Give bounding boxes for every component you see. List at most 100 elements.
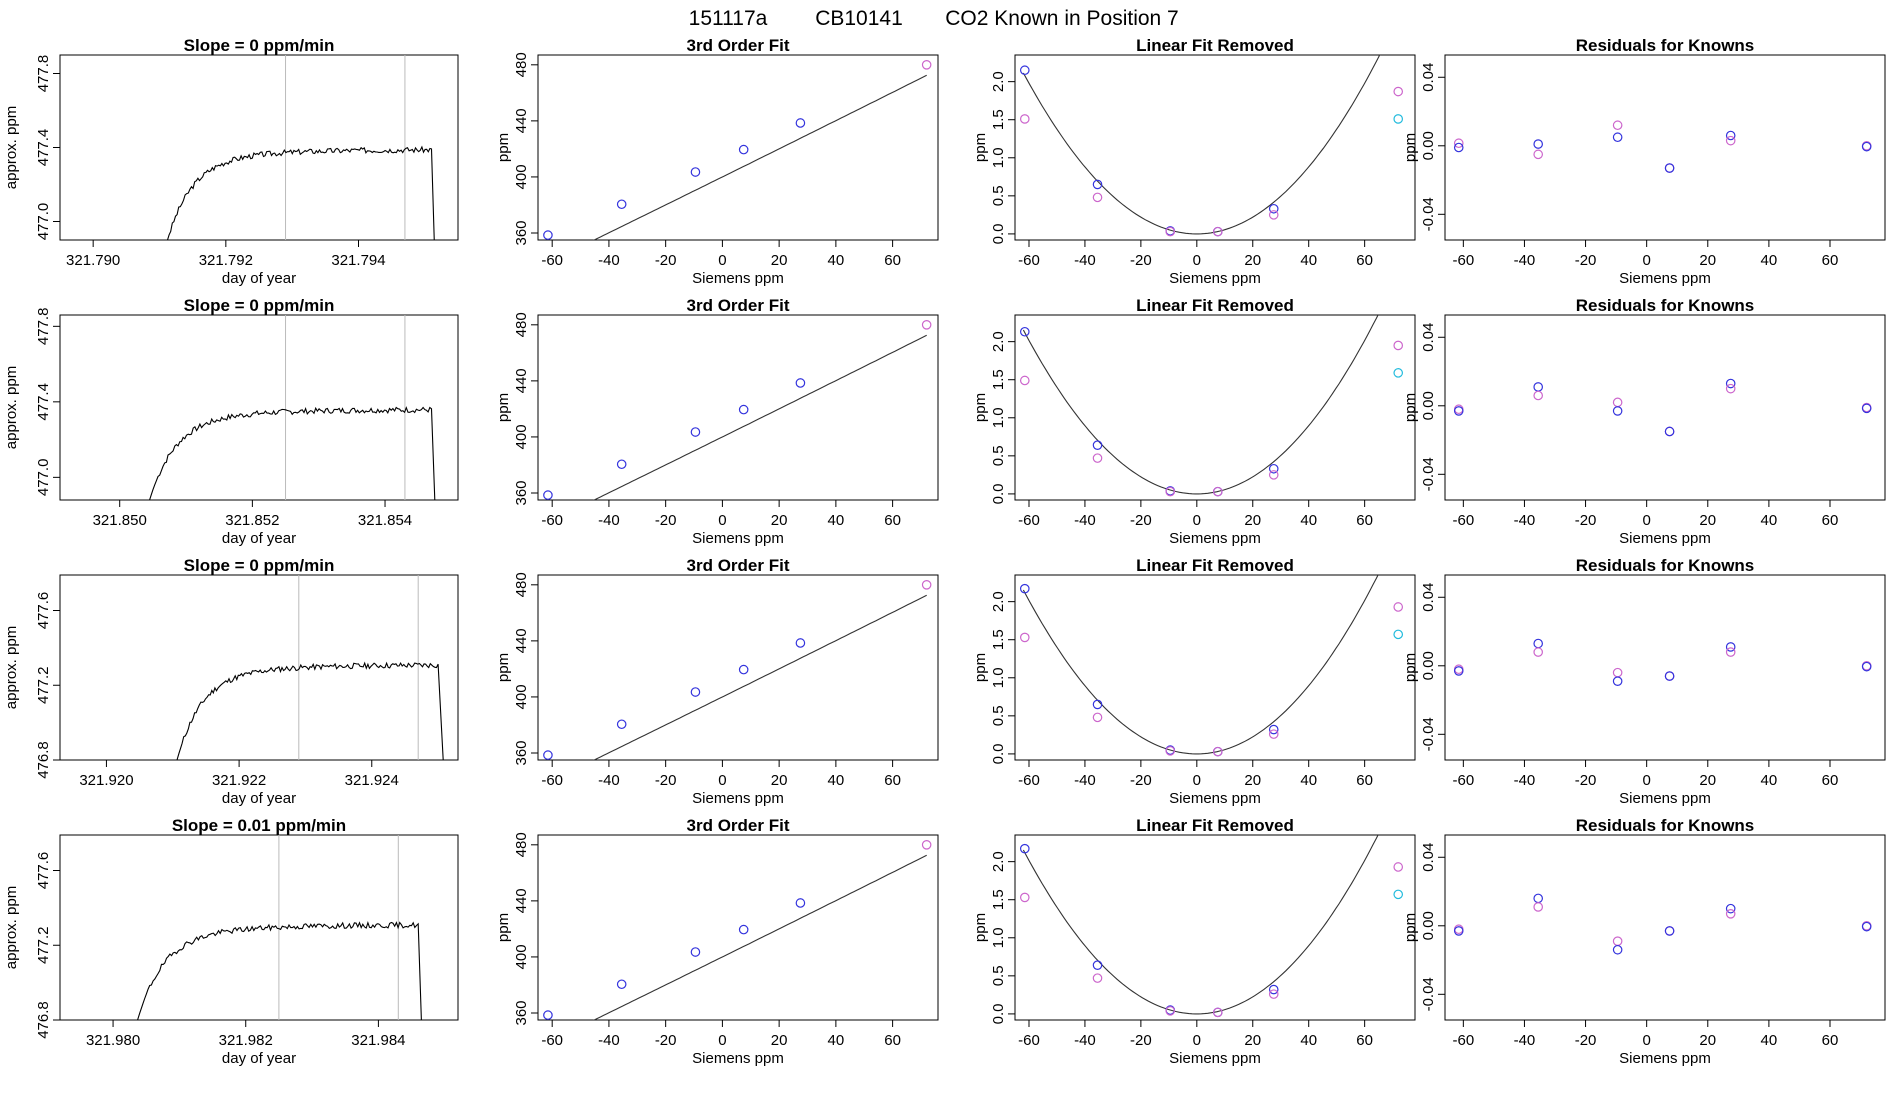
x-tick-label: -40 bbox=[1074, 1032, 1096, 1049]
data-point bbox=[543, 750, 553, 760]
x-axis-label: Siemens ppm bbox=[1169, 790, 1261, 807]
x-axis-label: Siemens ppm bbox=[1169, 530, 1261, 547]
panel-fit3-row3: 3rd Order Fit -60 -40 -20 0 20 40 60 Siemens ppm… bbox=[495, 556, 939, 807]
data-point bbox=[795, 118, 806, 128]
plot-area bbox=[592, 594, 927, 760]
x-tick-label: 40 bbox=[1300, 1032, 1317, 1049]
x-axis-label: day of year bbox=[222, 790, 296, 807]
data-point bbox=[1533, 149, 1543, 160]
y-tick-label: 400 bbox=[513, 944, 530, 969]
data-point bbox=[738, 924, 749, 935]
y-tick-label: 477.6 bbox=[35, 592, 52, 630]
y-tick-label: 0.04 bbox=[1420, 843, 1437, 872]
y-tick-label: 477.6 bbox=[35, 852, 52, 890]
x-tick-label: -60 bbox=[1452, 252, 1474, 269]
data-point bbox=[1092, 440, 1103, 450]
data-point bbox=[1393, 340, 1404, 351]
x-tick-label: -20 bbox=[655, 772, 677, 789]
data-point bbox=[1861, 921, 1872, 932]
y-axis-label: approx. ppm bbox=[3, 106, 20, 189]
panel-title: 3rd Order Fit bbox=[687, 36, 790, 55]
panel-title: 3rd Order Fit bbox=[687, 556, 790, 575]
y-axis-label: approx. ppm bbox=[3, 626, 20, 709]
x-tick-label: 20 bbox=[771, 772, 788, 789]
x-tick-label: -40 bbox=[598, 512, 620, 529]
x-tick-label: 321.984 bbox=[351, 1032, 405, 1049]
data-point bbox=[1453, 666, 1464, 676]
x-tick-label: 40 bbox=[1761, 1032, 1778, 1049]
plot-area bbox=[1022, 315, 1379, 495]
x-tick-label: 40 bbox=[1761, 252, 1778, 269]
panel-title: Slope = 0 ppm/min bbox=[184, 296, 335, 315]
x-tick-label: 321.980 bbox=[86, 1032, 140, 1049]
plot-frame bbox=[1444, 834, 1886, 1021]
data-point bbox=[1533, 390, 1543, 401]
panel-grid: Slope = 0 ppm/min 321.790 321.792 321.794 da… bbox=[3, 36, 1886, 1067]
plot-area bbox=[176, 575, 444, 760]
x-tick-label: -60 bbox=[1018, 772, 1040, 789]
plot-frame bbox=[59, 54, 459, 241]
x-tick-label: -40 bbox=[1514, 512, 1536, 529]
data-point bbox=[1393, 602, 1404, 612]
data-point bbox=[1165, 746, 1176, 756]
y-tick-label: 477.2 bbox=[35, 666, 52, 704]
x-tick-label: 60 bbox=[1822, 772, 1839, 789]
plot-frame bbox=[1444, 314, 1886, 501]
x-tick-label: 0 bbox=[1193, 1032, 1201, 1049]
x-axis-label: Siemens ppm bbox=[692, 1050, 784, 1067]
panel-linrem-row1: Linear Fit Removed -60 -40 -20 0 20 40 60 Siemen… bbox=[972, 36, 1416, 287]
data-point bbox=[921, 60, 932, 70]
panel-title: Residuals for Knowns bbox=[1576, 816, 1755, 835]
data-point bbox=[1453, 406, 1464, 416]
data-point bbox=[1612, 936, 1623, 947]
x-tick-label: 321.920 bbox=[79, 772, 133, 789]
data-point bbox=[1019, 892, 1030, 903]
x-tick-label: 60 bbox=[1822, 512, 1839, 529]
y-tick-label: -0.04 bbox=[1420, 457, 1437, 491]
y-tick-label: 400 bbox=[513, 424, 530, 449]
x-tick-label: 0 bbox=[718, 772, 726, 789]
panel-title: Residuals for Knowns bbox=[1576, 296, 1755, 315]
panel-resid-row2: Residuals for Knowns -60 -40 -20 0 20 40 60 Siem… bbox=[1402, 296, 1886, 547]
y-tick-label: 0.00 bbox=[1420, 131, 1437, 160]
x-axis-label: day of year bbox=[222, 1050, 296, 1067]
y-axis-label: approx. ppm bbox=[3, 886, 20, 969]
x-tick-label: 0 bbox=[1193, 512, 1201, 529]
data-point bbox=[1268, 989, 1279, 999]
y-tick-label: 477.4 bbox=[35, 129, 52, 167]
x-tick-label: -40 bbox=[1514, 772, 1536, 789]
data-point bbox=[543, 230, 553, 240]
trace-line bbox=[137, 920, 422, 1020]
y-tick-label: 480 bbox=[513, 832, 530, 857]
y-tick-label: 0.5 bbox=[990, 445, 1007, 466]
y-tick-label: 0.04 bbox=[1420, 63, 1437, 92]
data-point bbox=[1019, 583, 1030, 594]
data-point bbox=[1268, 210, 1279, 220]
data-point bbox=[543, 1010, 553, 1020]
data-point bbox=[543, 490, 553, 500]
x-tick-label: 60 bbox=[884, 772, 901, 789]
data-point bbox=[1393, 114, 1404, 124]
trace-line bbox=[166, 145, 435, 240]
panel-resid-row1: Residuals for Knowns -60 -40 -20 0 20 40 60 Siem… bbox=[1402, 36, 1886, 287]
data-point bbox=[1092, 960, 1103, 970]
data-point bbox=[1393, 368, 1404, 378]
fit-curve bbox=[592, 334, 927, 500]
x-tick-label: 0 bbox=[718, 252, 726, 269]
x-tick-label: 60 bbox=[1356, 772, 1373, 789]
x-tick-label: 0 bbox=[1193, 772, 1201, 789]
data-point bbox=[1092, 192, 1103, 203]
plot-frame bbox=[537, 314, 939, 501]
panel-time-row1: Slope = 0 ppm/min 321.790 321.792 321.794 da… bbox=[3, 36, 459, 287]
y-tick-label: 0.0 bbox=[990, 483, 1007, 504]
data-point bbox=[1725, 908, 1736, 919]
data-point bbox=[1019, 632, 1030, 643]
panel-title: Residuals for Knowns bbox=[1576, 36, 1755, 55]
x-tick-label: 60 bbox=[884, 512, 901, 529]
data-point bbox=[1393, 86, 1404, 97]
y-tick-label: -0.04 bbox=[1420, 197, 1437, 231]
y-tick-label: 2.0 bbox=[990, 331, 1007, 352]
x-tick-label: 20 bbox=[1244, 512, 1261, 529]
data-point bbox=[616, 719, 627, 730]
panel-title: Slope = 0 ppm/min bbox=[184, 556, 335, 575]
